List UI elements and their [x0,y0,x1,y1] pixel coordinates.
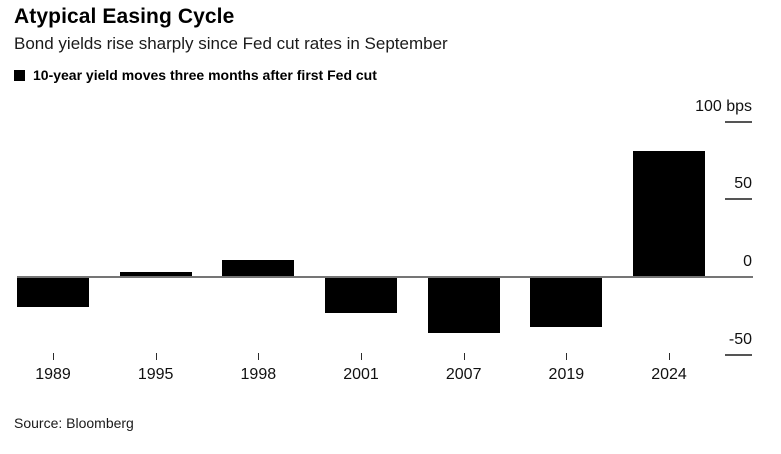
y-axis-label--50: -50 [728,330,752,348]
x-axis-tick-1989 [53,353,54,360]
source-credit: Source: Bloomberg [14,415,134,431]
legend-label: 10-year yield moves three months after f… [33,67,377,83]
x-axis-tick-2024 [669,353,671,360]
legend: 10-year yield moves three months after f… [14,67,377,83]
x-axis-tick-2007 [463,353,465,360]
x-axis-label-2024: 2024 [651,366,687,383]
bar-1998 [222,259,295,277]
bar-2001 [325,277,397,313]
x-axis-label-2019: 2019 [548,366,585,383]
x-axis-tick-1995 [155,353,157,360]
bar-1995 [119,272,192,277]
y-axis-tick--50 [725,353,752,356]
chart-title: Atypical Easing Cycle [14,5,235,28]
chart-subtitle: Bond yields rise sharply since Fed cut r… [14,34,448,53]
y-axis-tick-50 [725,198,752,201]
y-axis-label-50: 50 [734,175,752,193]
bar-2024 [633,151,706,277]
x-axis-label-1995: 1995 [137,366,174,383]
y-axis-label-0: 0 [743,253,752,270]
bar-2007 [427,277,500,333]
bar-1989 [17,277,89,307]
x-axis-tick-1998 [258,353,260,360]
x-axis-label-1989: 1989 [35,366,71,383]
legend-swatch-icon [14,69,25,81]
x-axis-label-2001: 2001 [343,366,379,383]
x-axis-label-1998: 1998 [240,366,277,383]
zero-baseline [17,276,753,278]
y-axis-label-100: 100 bps [695,97,752,115]
bar-2019 [530,277,603,327]
x-axis-label-2007: 2007 [445,366,482,383]
x-axis-tick-2019 [566,353,568,360]
x-axis-tick-2001 [361,353,362,360]
y-axis-tick-100 [725,120,752,123]
